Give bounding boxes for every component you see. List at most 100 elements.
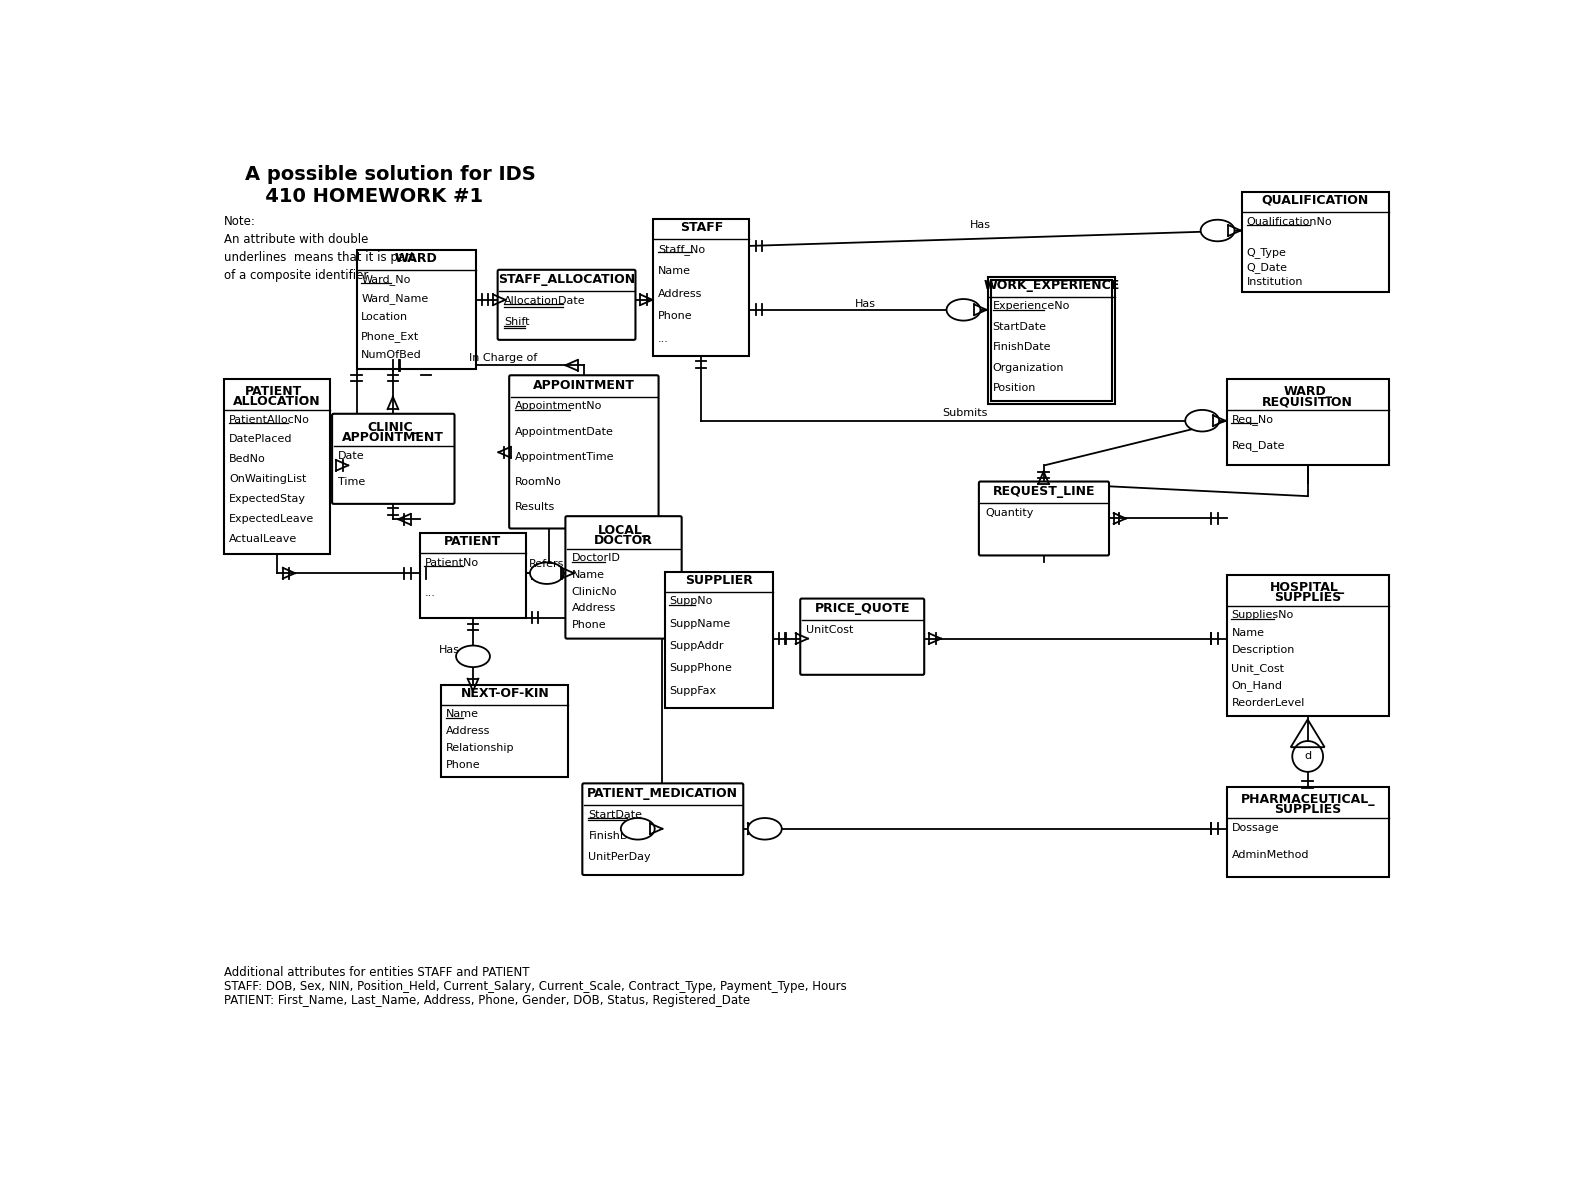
Text: UnitPerDay: UnitPerDay	[588, 852, 652, 862]
Text: WARD: WARD	[394, 252, 437, 265]
Text: DOCTOR: DOCTOR	[595, 534, 653, 547]
Text: Req_No: Req_No	[1231, 414, 1274, 426]
Text: APPOINTMENT: APPOINTMENT	[342, 432, 444, 445]
Text: Req_Date: Req_Date	[1231, 440, 1285, 451]
Text: Name: Name	[447, 710, 479, 719]
Bar	[987, 277, 1115, 403]
Text: OnWaitingList: OnWaitingList	[229, 474, 307, 484]
Text: ReorderLevel: ReorderLevel	[1231, 698, 1305, 709]
Text: FinishDate: FinishDate	[992, 342, 1051, 353]
Text: SuppNo: SuppNo	[669, 596, 712, 606]
Text: Name: Name	[571, 570, 604, 580]
Text: 410 HOMEWORK #1: 410 HOMEWORK #1	[245, 187, 483, 206]
Text: DatePlaced: DatePlaced	[229, 434, 293, 445]
Bar	[653, 219, 749, 356]
Text: A possible solution for IDS: A possible solution for IDS	[245, 166, 536, 185]
Text: CLINIC_: CLINIC_	[367, 421, 420, 434]
Text: ActualLeave: ActualLeave	[229, 534, 297, 544]
Text: On_Hand: On_Hand	[1231, 680, 1283, 691]
Text: Address: Address	[571, 603, 615, 614]
Text: SUPPLIER: SUPPLIER	[685, 574, 752, 587]
Bar	[442, 685, 569, 777]
Text: Dossage: Dossage	[1231, 822, 1278, 833]
Text: AppointmentTime: AppointmentTime	[515, 452, 615, 461]
Text: Phone_Ext: Phone_Ext	[361, 331, 420, 342]
Text: STAFF: DOB, Sex, NIN, Position_Held, Current_Salary, Current_Scale, Contract_Typ: STAFF: DOB, Sex, NIN, Position_Held, Cur…	[224, 980, 847, 993]
Text: ClinicNo: ClinicNo	[571, 587, 617, 596]
Text: REQUEST_LINE: REQUEST_LINE	[992, 485, 1096, 498]
Text: SUPPLIES: SUPPLIES	[1274, 590, 1342, 603]
Text: Phone: Phone	[447, 761, 480, 770]
Text: PHARMACEUTICAL_: PHARMACEUTICAL_	[1240, 794, 1375, 807]
Text: HOSPITAL_: HOSPITAL_	[1270, 581, 1345, 594]
Text: SuppPhone: SuppPhone	[669, 664, 733, 673]
Text: Description: Description	[1231, 645, 1294, 655]
Text: Additional attributes for entities STAFF and PATIENT: Additional attributes for entities STAFF…	[224, 965, 529, 978]
Text: Institution: Institution	[1247, 277, 1304, 287]
Text: d: d	[1304, 751, 1312, 762]
Text: RoomNo: RoomNo	[515, 477, 563, 486]
Text: NEXT-OF-KIN: NEXT-OF-KIN	[461, 687, 549, 700]
Text: SUPPLIES: SUPPLIES	[1274, 803, 1342, 816]
Ellipse shape	[1200, 220, 1234, 241]
Text: AllocationDate: AllocationDate	[504, 296, 585, 306]
Text: In Charge of: In Charge of	[469, 353, 537, 362]
Text: SuppName: SuppName	[669, 619, 730, 628]
Text: PatientAllocNo: PatientAllocNo	[229, 414, 310, 425]
Text: SuppFax: SuppFax	[669, 686, 717, 696]
Text: Address: Address	[658, 289, 703, 298]
Text: ExpectedStay: ExpectedStay	[229, 494, 305, 504]
Text: STAFF: STAFF	[679, 221, 723, 234]
Bar	[665, 571, 773, 707]
Text: ...: ...	[425, 588, 436, 597]
Text: Date: Date	[339, 451, 364, 460]
Text: STAFF_ALLOCATION: STAFF_ALLOCATION	[498, 273, 634, 286]
FancyBboxPatch shape	[800, 599, 924, 674]
Ellipse shape	[620, 817, 655, 840]
Text: Results: Results	[515, 502, 555, 512]
Text: StartDate: StartDate	[992, 322, 1046, 332]
Text: Time: Time	[339, 477, 366, 486]
Bar	[1227, 379, 1388, 465]
FancyBboxPatch shape	[509, 375, 658, 529]
Text: AppointmentDate: AppointmentDate	[515, 427, 614, 437]
Text: Shift: Shift	[504, 317, 529, 328]
Bar	[1242, 192, 1388, 292]
Text: Ward_No: Ward_No	[361, 274, 410, 285]
Bar	[356, 250, 475, 369]
Text: PATIENT_: PATIENT_	[245, 386, 308, 399]
Bar	[224, 379, 329, 554]
Text: REQUISITION: REQUISITION	[1262, 395, 1353, 408]
Text: NumOfBed: NumOfBed	[361, 350, 421, 360]
Text: Phone: Phone	[571, 620, 606, 631]
Ellipse shape	[456, 646, 490, 667]
Text: ALLOCATION: ALLOCATION	[234, 395, 321, 408]
Text: Position: Position	[992, 383, 1037, 393]
Text: Has: Has	[854, 298, 876, 309]
Text: QualificationNo: QualificationNo	[1247, 216, 1332, 227]
Text: QUALIFICATION: QUALIFICATION	[1262, 194, 1369, 207]
Bar	[1227, 575, 1388, 716]
Text: WORK_EXPERIENCE: WORK_EXPERIENCE	[984, 279, 1119, 292]
Text: Location: Location	[361, 312, 409, 322]
Text: Address: Address	[447, 726, 490, 736]
Text: PATIENT: First_Name, Last_Name, Address, Phone, Gender, DOB, Status, Registered_: PATIENT: First_Name, Last_Name, Address,…	[224, 994, 750, 1007]
Text: Relationship: Relationship	[447, 743, 515, 754]
Text: StartDate: StartDate	[588, 809, 642, 820]
Text: Phone: Phone	[658, 311, 692, 321]
Text: Quantity: Quantity	[986, 508, 1034, 518]
FancyBboxPatch shape	[332, 414, 455, 504]
Text: SuppliesNo: SuppliesNo	[1231, 610, 1294, 620]
Text: UnitCost: UnitCost	[806, 625, 854, 635]
Text: Refers: Refers	[529, 558, 564, 569]
Text: APPOINTMENT: APPOINTMENT	[533, 379, 634, 392]
Text: BedNo: BedNo	[229, 454, 266, 465]
Text: PatientNo: PatientNo	[425, 557, 479, 568]
Text: WARD_: WARD_	[1283, 386, 1332, 399]
Text: AppointmentNo: AppointmentNo	[515, 401, 603, 412]
Text: FinishDate: FinishDate	[588, 830, 647, 841]
Text: SuppAddr: SuppAddr	[669, 641, 723, 651]
Text: AdminMethod: AdminMethod	[1231, 849, 1309, 860]
Text: Name: Name	[1231, 628, 1264, 638]
Ellipse shape	[1185, 411, 1220, 432]
